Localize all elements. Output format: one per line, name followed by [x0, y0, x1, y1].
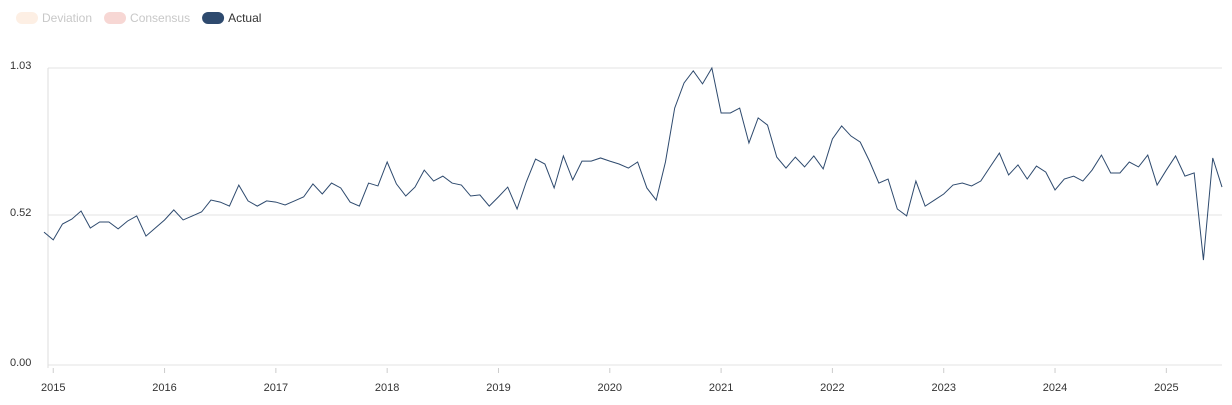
- x-tick-label: 2025: [1154, 382, 1178, 394]
- y-tick-label: 0.00: [10, 357, 31, 369]
- x-tick-label: 2023: [931, 382, 955, 394]
- x-tick-label: 2019: [486, 382, 510, 394]
- y-tick-label: 0.52: [10, 207, 31, 219]
- x-tick-label: 2021: [709, 382, 733, 394]
- x-tick-label: 2024: [1043, 382, 1067, 394]
- legend-swatch[interactable]: [202, 12, 225, 24]
- legend-label[interactable]: Deviation: [42, 11, 92, 25]
- x-tick-label: 2017: [264, 382, 288, 394]
- legend-label[interactable]: Actual: [228, 11, 261, 25]
- x-tick-label: 2018: [375, 382, 399, 394]
- legend-swatch[interactable]: [104, 12, 127, 24]
- x-tick-label: 2016: [152, 382, 176, 394]
- x-tick-label: 2015: [41, 382, 65, 394]
- legend-label[interactable]: Consensus: [130, 11, 190, 25]
- y-tick-label: 1.03: [10, 60, 31, 72]
- x-tick-label: 2022: [820, 382, 844, 394]
- series-line: [43, 66, 1223, 261]
- x-tick-label: 2020: [598, 382, 622, 394]
- legend-swatch[interactable]: [16, 12, 38, 24]
